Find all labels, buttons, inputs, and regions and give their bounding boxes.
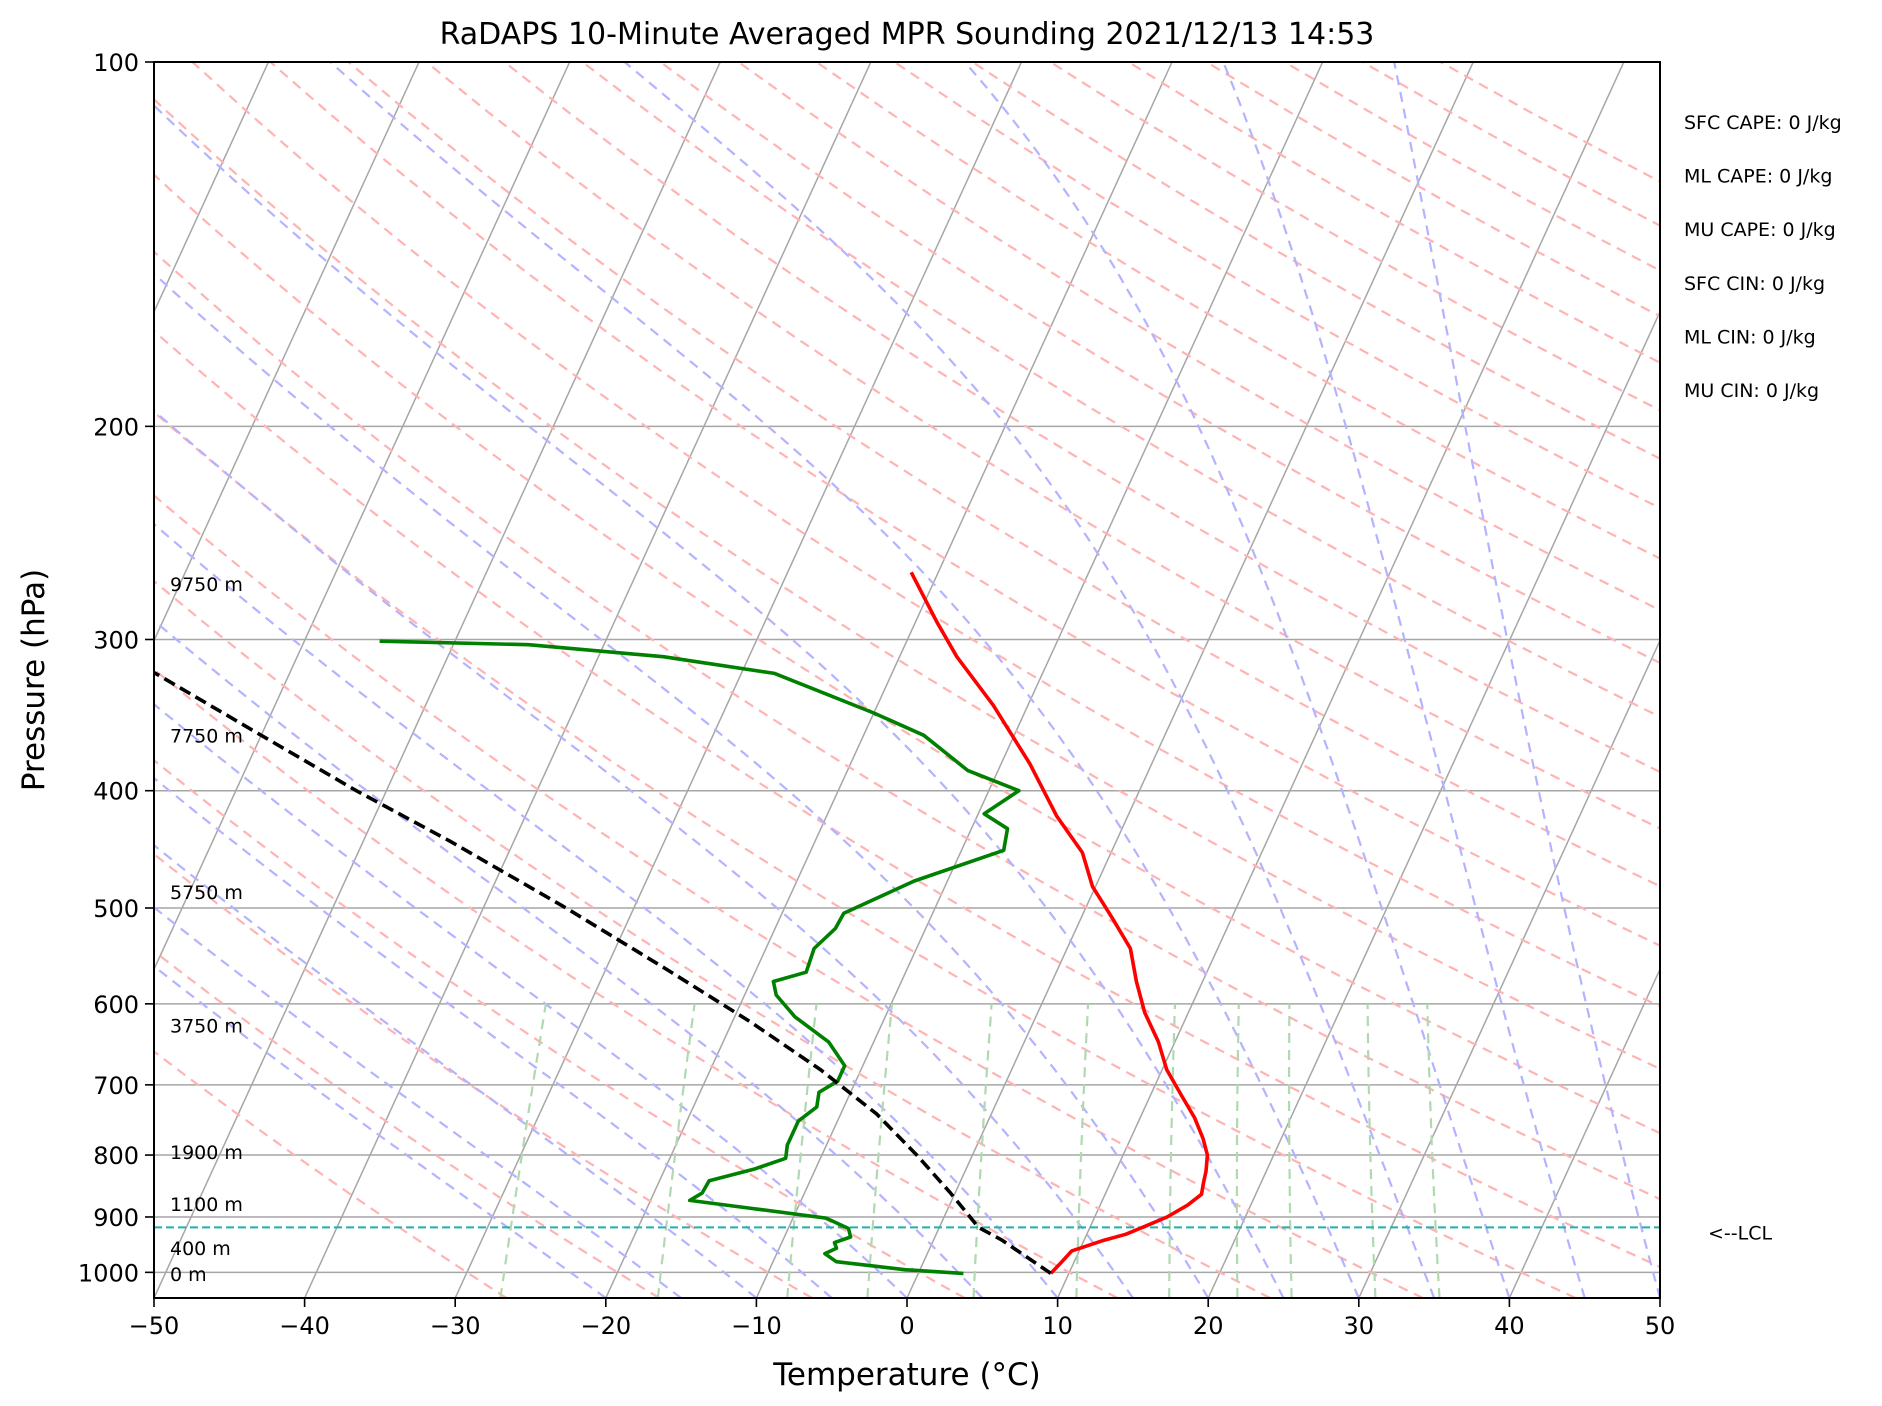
dry-adiabat-line	[154, 493, 1424, 1298]
height-label: 9750 m	[170, 574, 243, 596]
mixing-ratio-line	[1075, 1003, 1090, 1298]
dry-adiabat-line	[737, 62, 1660, 612]
x-tick-label: 0	[899, 1312, 914, 1340]
lcl-label: <--LCL	[1708, 1222, 1772, 1244]
stability-index: ML CIN: 0 J/kg	[1684, 326, 1816, 348]
isotherm-line	[154, 62, 420, 643]
moist-adiabat-line	[154, 522, 1059, 1298]
mixing-ratio-line	[1366, 1003, 1377, 1298]
moist-adiabat-line	[154, 409, 1134, 1298]
dry-adiabat-line	[347, 62, 1660, 888]
moist-adiabat-line	[154, 964, 607, 1298]
isotherm-line	[454, 62, 1023, 1298]
moist-adiabat-line	[329, 62, 1360, 1298]
x-tick-label: 50	[1645, 1312, 1676, 1340]
x-tick-label: −40	[279, 1312, 330, 1340]
dry-adiabat-line	[154, 410, 1577, 1298]
stability-index: MU CAPE: 0 J/kg	[1684, 219, 1836, 241]
y-tick-label: 900	[93, 1204, 139, 1232]
x-tick-label: 40	[1494, 1312, 1525, 1340]
mixing-ratio-line	[866, 1003, 894, 1298]
mixing-ratio-line	[786, 1003, 818, 1298]
mixing-ratio-line	[656, 1003, 696, 1298]
mixing-ratio-line	[972, 1003, 993, 1298]
isotherm-line	[1056, 62, 1625, 1298]
dry-adiabat-line	[154, 173, 1660, 1135]
moist-adiabat-line	[154, 104, 1285, 1298]
dry-adiabat-line	[154, 250, 1660, 1201]
dry-adiabat-line	[154, 329, 1660, 1269]
moist-adiabat-line	[1222, 62, 1586, 1298]
moist-adiabat-line	[963, 62, 1511, 1298]
isotherm-line	[605, 62, 1173, 1298]
dry-adiabat-line	[425, 62, 1660, 830]
height-label: 3750 m	[170, 1015, 243, 1037]
y-tick-label: 100	[93, 49, 139, 77]
stability-index: ML CAPE: 0 J/kg	[1684, 166, 1832, 188]
isotherm-line	[1508, 967, 1660, 1298]
height-label: 1100 m	[170, 1194, 243, 1216]
y-tick-label: 500	[93, 895, 139, 923]
moist-adiabat-line	[154, 702, 908, 1298]
dry-adiabat-line	[154, 852, 813, 1298]
x-tick-label: −10	[731, 1312, 782, 1340]
temperature-line	[909, 571, 1210, 1275]
chart-title: RaDAPS 10-Minute Averaged MPR Sounding 2…	[440, 17, 1375, 52]
x-tick-label: −30	[430, 1312, 481, 1340]
stability-index: SFC CIN: 0 J/kg	[1684, 273, 1825, 295]
stability-index: MU CIN: 0 J/kg	[1684, 380, 1819, 402]
x-tick-label: 30	[1344, 1312, 1375, 1340]
y-tick-label: 800	[93, 1142, 139, 1170]
height-label: 7750 m	[170, 725, 243, 747]
background-lines	[154, 62, 1660, 1298]
height-label: 0 m	[170, 1264, 207, 1286]
x-tick-label: −20	[580, 1312, 631, 1340]
y-tick-label: 1000	[78, 1259, 139, 1287]
mixing-ratio-line	[499, 1003, 547, 1298]
dewpoint-line	[379, 639, 1021, 1276]
annotations: 9750 m 7750 m 5750 m 3750 m 1900 m 1100 m 400 …	[170, 112, 1842, 1286]
dry-adiabat-line	[154, 97, 1660, 1071]
x-tick-label: 20	[1193, 1312, 1224, 1340]
mixing-ratio-line	[1235, 1003, 1240, 1298]
isotherm-line	[1358, 638, 1660, 1298]
sounding-series	[154, 571, 1210, 1276]
y-tick-label: 700	[93, 1072, 139, 1100]
isotherm-line	[154, 62, 571, 972]
dry-adiabat-line	[154, 1050, 508, 1298]
y-axis-label: Pressure (hPa)	[16, 569, 52, 791]
height-label: 400 m	[170, 1238, 231, 1260]
mixing-ratio-line	[1168, 1003, 1177, 1298]
moist-adiabat-line	[1393, 62, 1660, 1298]
dry-adiabat-line	[581, 62, 1660, 718]
moist-adiabat-line	[154, 843, 758, 1298]
y-tick-label: 400	[93, 778, 139, 806]
y-tick-label: 200	[93, 413, 139, 441]
height-label: 5750 m	[170, 882, 243, 904]
moist-adiabat-line	[154, 906, 682, 1298]
height-label: 1900 m	[170, 1142, 243, 1164]
isotherm-line	[906, 62, 1474, 1298]
dry-adiabat-line	[154, 667, 1119, 1298]
y-tick-label: 600	[93, 991, 139, 1019]
dry-adiabat-line	[659, 62, 1660, 665]
dry-adiabat-line	[191, 62, 1660, 1008]
y-tick-label: 300	[93, 626, 139, 654]
x-tick-label: 10	[1042, 1312, 1073, 1340]
axis-ticks: −50 −40 −30 −20 −10 0 10 20 30 40 50 100 200 300 400 50…	[78, 49, 1675, 1340]
isotherm-line	[1207, 310, 1660, 1298]
x-axis-label: Temperature (°C)	[772, 1357, 1041, 1393]
moist-adiabat-line	[154, 619, 984, 1298]
mixing-ratio-line	[1288, 1003, 1293, 1298]
isotherm-line	[154, 62, 721, 1298]
stability-index: SFC CAPE: 0 J/kg	[1684, 112, 1842, 134]
moist-adiabat-line	[623, 62, 1436, 1298]
isotherm-line	[154, 62, 270, 314]
mixing-ratio-line	[1426, 1003, 1441, 1298]
x-tick-label: −50	[129, 1312, 180, 1340]
dry-adiabat-line	[154, 949, 660, 1298]
